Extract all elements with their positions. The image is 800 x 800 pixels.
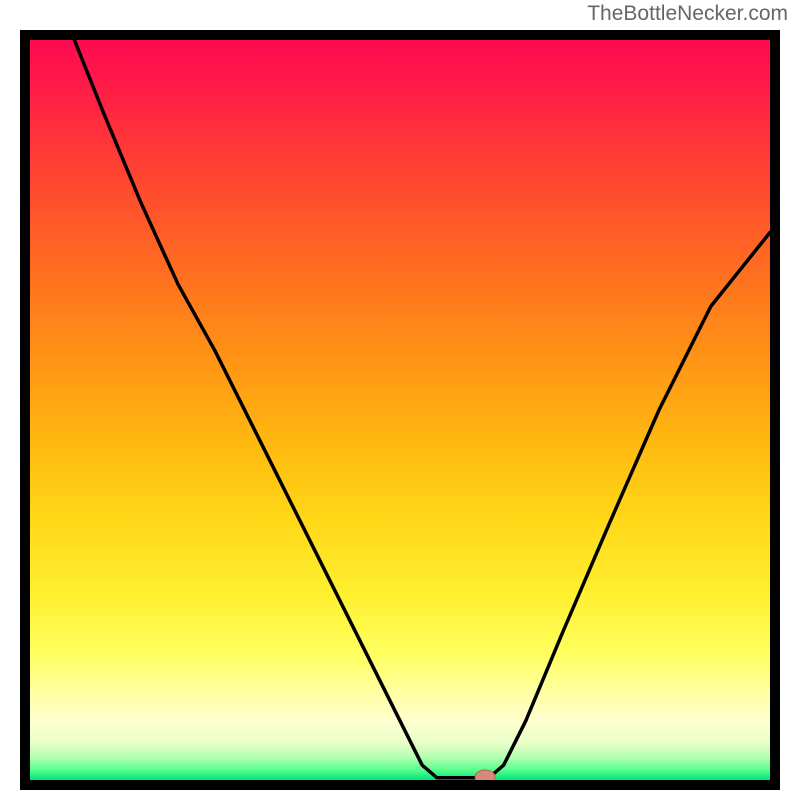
optimum-marker <box>475 770 495 780</box>
chart-frame <box>20 30 780 790</box>
watermark-text: TheBottleNecker.com <box>587 2 788 26</box>
plot-area <box>30 40 770 780</box>
chart-svg <box>30 40 770 780</box>
chart-container: TheBottleNecker.com <box>0 0 800 800</box>
